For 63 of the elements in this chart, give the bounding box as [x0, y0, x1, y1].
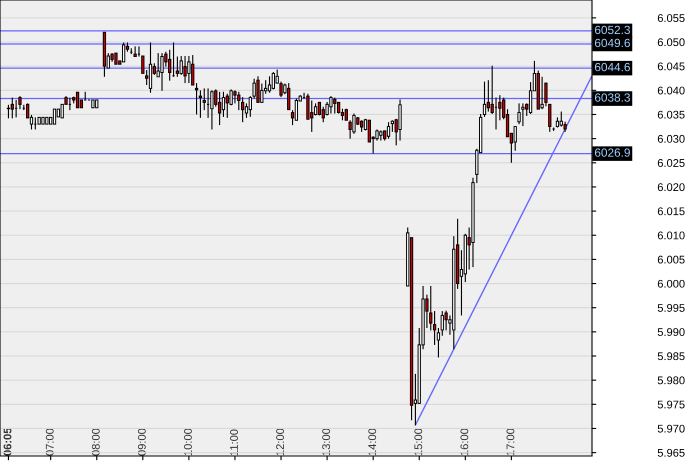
- candlestick: [198, 90, 202, 118]
- candlestick: [160, 52, 164, 92]
- ref-line-label: 6052.3: [594, 26, 630, 34]
- y-tick-label: 6.040: [658, 86, 685, 94]
- candlestick: [226, 93, 229, 118]
- ref-line-label: 6049.6: [594, 38, 630, 48]
- candlestick: [18, 96, 22, 110]
- y-tick-label: 6.055: [658, 14, 685, 22]
- y-tick-label: 5.980: [658, 376, 685, 384]
- candlestick: [517, 102, 521, 125]
- candlestick: [375, 128, 379, 142]
- candlestick: [333, 97, 336, 114]
- candlestick: [218, 91, 222, 126]
- ref-line-label: 6038.3: [594, 93, 630, 102]
- y-tick-label: 5.970: [658, 424, 685, 433]
- y-tick-label: 6.005: [658, 256, 685, 264]
- candlestick: [379, 130, 382, 142]
- ref-line-label: 6044.6: [594, 62, 630, 72]
- candlestick: [482, 81, 486, 118]
- y-tick-label: 6.020: [658, 183, 685, 192]
- candlestick: [540, 76, 544, 110]
- y-tick-label: 6.035: [658, 110, 685, 119]
- x-tick-label: 08:00: [92, 428, 100, 456]
- y-tick-label: 6.050: [658, 38, 685, 46]
- candlestick: [360, 120, 364, 132]
- candlestick: [287, 82, 290, 110]
- candlestick: [322, 106, 325, 123]
- y-tick-label: 6.015: [658, 207, 685, 216]
- candlestick: [548, 104, 552, 132]
- x-tick-label: 07:00: [46, 428, 54, 456]
- candlestick: [76, 92, 80, 108]
- y-tick-label: 5.990: [658, 328, 685, 336]
- candlestick: [134, 46, 137, 58]
- candlestick: [122, 42, 126, 62]
- candlestick: [268, 76, 272, 94]
- y-tick-label: 6.010: [658, 232, 685, 240]
- candlestick: [52, 108, 56, 125]
- y-tick-label: 6.025: [658, 159, 685, 167]
- candlestick: [310, 100, 314, 132]
- candlestick: [294, 98, 298, 121]
- candlestick: [260, 83, 264, 103]
- candlestick: [329, 96, 333, 114]
- ref-line-label: 6026.9: [594, 148, 630, 157]
- y-tick-label: 6.030: [658, 134, 685, 143]
- candlestick: [210, 90, 214, 130]
- candlestick: [114, 52, 118, 65]
- y-tick-label: 6.000: [658, 280, 685, 288]
- candlestick: [256, 76, 260, 103]
- candlestick: [6, 104, 10, 119]
- candlestick: [187, 55, 191, 84]
- candlestick: [514, 126, 517, 152]
- y-tick-label: 5.985: [658, 352, 685, 360]
- candlestick: [10, 97, 14, 119]
- y-tick-label: 6.045: [658, 62, 685, 70]
- candlestick: [386, 122, 390, 140]
- candlestick: [272, 71, 275, 90]
- candlestick: [183, 55, 187, 84]
- y-tick-label: 5.995: [658, 304, 685, 312]
- candlestick: [352, 112, 356, 134]
- y-tick-label: 5.965: [658, 448, 685, 457]
- y-tick-label: 5.975: [658, 400, 685, 408]
- candlestick: [222, 91, 226, 118]
- x-tick-label: 09:00: [138, 428, 146, 456]
